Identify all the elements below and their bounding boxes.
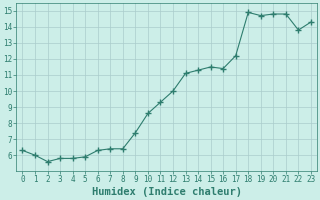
X-axis label: Humidex (Indice chaleur): Humidex (Indice chaleur) [92,187,242,197]
